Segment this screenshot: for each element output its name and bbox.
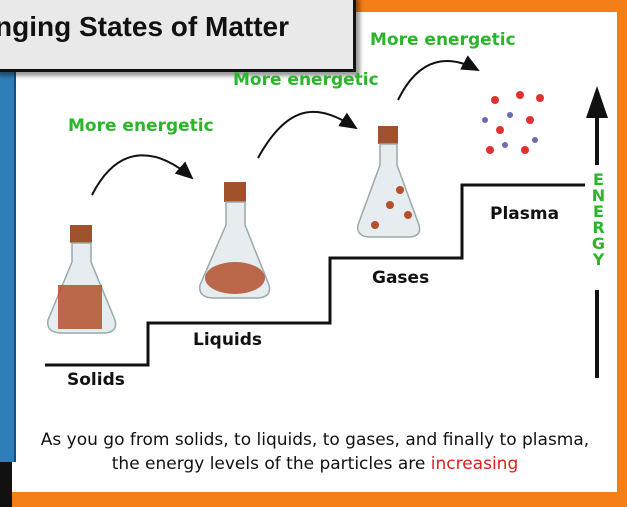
arrow [398, 61, 478, 100]
arrow [258, 112, 356, 158]
plasma [482, 91, 544, 154]
caption-line: As you go from solids, to liquids, to ga… [41, 430, 589, 450]
caption-line: the energy levels of the particles are [112, 454, 426, 474]
state-label: Liquids [193, 330, 262, 350]
energy-label: ENERGY [586, 170, 608, 266]
state-label: Gases [372, 268, 429, 288]
caption: As you go from solids, to liquids, to ga… [20, 428, 610, 476]
caption-highlight: increasing [431, 454, 518, 474]
title: nging States of Matter [0, 11, 289, 43]
flask-solid [48, 225, 116, 333]
arrow [92, 155, 192, 195]
transition-label: More energetic [370, 30, 516, 50]
slide: nging States of Matter More energetic Mo… [0, 0, 627, 507]
flask-gas [358, 126, 420, 237]
transition-label: More energetic [233, 70, 379, 90]
transition-label: More energetic [68, 116, 214, 136]
state-label: Solids [67, 370, 125, 390]
title-box: nging States of Matter [0, 0, 356, 72]
arrow-head [586, 86, 608, 118]
state-label: Plasma [490, 204, 559, 224]
flask-liquid [200, 182, 270, 298]
